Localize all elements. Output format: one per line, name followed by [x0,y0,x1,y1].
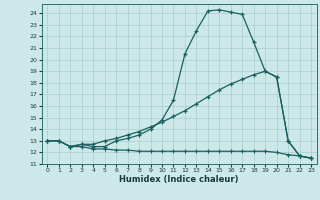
X-axis label: Humidex (Indice chaleur): Humidex (Indice chaleur) [119,175,239,184]
